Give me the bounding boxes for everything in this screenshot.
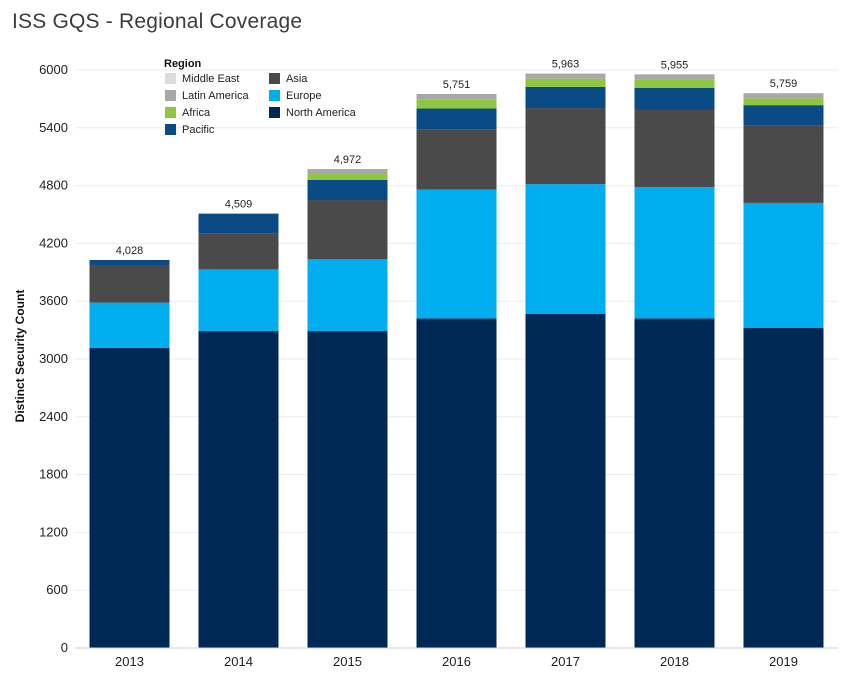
total-label-2014: 4,509 (225, 199, 253, 211)
bar-segment-asia-2016[interactable] (416, 129, 497, 190)
legend-label: Asia (286, 73, 308, 85)
bar-segment-north-america-2018[interactable] (634, 318, 715, 648)
legend-swatch (165, 107, 176, 118)
bar-segment-latin-america-2018[interactable] (634, 74, 715, 80)
bar-segment-north-america-2016[interactable] (416, 318, 497, 648)
x-tick-label-2018: 2018 (660, 654, 689, 669)
legend-label: Middle East (182, 73, 239, 85)
legend-label: Africa (182, 107, 211, 119)
legend-swatch (269, 90, 280, 101)
legend-item-north-america[interactable]: North America (269, 107, 357, 119)
x-tick-label-2019: 2019 (769, 654, 798, 669)
bar-segment-asia-2013[interactable] (89, 265, 170, 303)
x-tick-label-2017: 2017 (551, 654, 580, 669)
legend-swatch (165, 73, 176, 84)
legend-label: Pacific (182, 124, 215, 136)
bar-segment-europe-2014[interactable] (198, 269, 279, 332)
total-label-2018: 5,955 (661, 59, 689, 71)
legend-item-africa[interactable]: Africa (165, 107, 211, 119)
y-tick-label: 1800 (39, 467, 68, 482)
legend-swatch (269, 107, 280, 118)
y-tick-label: 2400 (39, 409, 68, 424)
legend-item-asia[interactable]: Asia (269, 73, 308, 85)
bar-segment-africa-2018[interactable] (634, 79, 715, 88)
y-tick-label: 600 (46, 582, 68, 597)
legend[interactable]: Region Middle East Asia Latin America Europe… (164, 58, 357, 136)
y-tick-label: 4800 (39, 178, 68, 193)
bar-segment-latin-america-2019[interactable] (743, 93, 824, 99)
bar-segment-africa-2015[interactable] (307, 174, 388, 180)
bar-segment-pacific-2013[interactable] (89, 259, 170, 266)
legend-label: Europe (286, 90, 321, 102)
legend-title: Region (164, 58, 202, 70)
bar-segment-north-america-2014[interactable] (198, 331, 279, 648)
bar-segment-pacific-2019[interactable] (743, 105, 824, 126)
x-tick-label-2014: 2014 (224, 654, 253, 669)
bar-segment-asia-2017[interactable] (525, 108, 606, 185)
bar-segment-north-america-2019[interactable] (743, 327, 824, 648)
bar-segment-pacific-2018[interactable] (634, 87, 715, 110)
bar-segment-asia-2014[interactable] (198, 233, 279, 270)
y-tick-label: 0 (61, 640, 68, 655)
bar-segment-latin-america-2015[interactable] (307, 169, 388, 175)
bar-segment-asia-2018[interactable] (634, 109, 715, 188)
legend-label: Latin America (182, 90, 250, 102)
bar-segment-europe-2013[interactable] (89, 302, 170, 348)
legend-item-pacific[interactable]: Pacific (165, 124, 215, 136)
legend-item-europe[interactable]: Europe (269, 90, 321, 102)
y-tick-label: 4200 (39, 235, 68, 250)
bar-segment-asia-2015[interactable] (307, 200, 388, 260)
y-axis-title: Distinct Security Count (13, 290, 27, 423)
bar-segment-europe-2018[interactable] (634, 187, 715, 319)
legend-label: North America (286, 107, 357, 119)
x-tick-label-2013: 2013 (115, 654, 144, 669)
y-tick-label: 6000 (39, 62, 68, 77)
y-tick-label: 3600 (39, 293, 68, 308)
legend-item-latin-america[interactable]: Latin America (165, 90, 250, 102)
bar-segment-north-america-2017[interactable] (525, 313, 606, 648)
bars-layer (89, 73, 824, 648)
y-tick-label: 3000 (39, 351, 68, 366)
legend-swatch (165, 124, 176, 135)
bar-segment-europe-2015[interactable] (307, 259, 388, 332)
bar-segment-africa-2016[interactable] (416, 99, 497, 109)
bar-segment-europe-2019[interactable] (743, 202, 824, 328)
y-axis: 0 600 1200 1800 2400 3000 3600 4200 4800 5400 6000 (39, 62, 68, 655)
chart-title: ISS GQS - Regional Coverage (12, 10, 303, 33)
bar-segment-pacific-2014[interactable] (198, 213, 279, 234)
bar-segment-europe-2017[interactable] (525, 184, 606, 314)
total-label-2017: 5,963 (552, 59, 580, 71)
bar-segment-latin-america-2017[interactable] (525, 73, 606, 79)
bar-segment-africa-2019[interactable] (743, 98, 824, 106)
bar-segment-pacific-2016[interactable] (416, 108, 497, 130)
x-tick-label-2015: 2015 (333, 654, 362, 669)
legend-swatch (269, 73, 280, 84)
bar-segment-north-america-2015[interactable] (307, 331, 388, 648)
legend-swatch (165, 90, 176, 101)
y-tick-label: 1200 (39, 524, 68, 539)
bar-segment-north-america-2013[interactable] (89, 347, 170, 648)
total-label-2019: 5,759 (770, 78, 798, 90)
bar-segment-pacific-2015[interactable] (307, 179, 388, 201)
bar-segment-africa-2017[interactable] (525, 78, 606, 87)
bar-segment-europe-2016[interactable] (416, 189, 497, 319)
total-labels: 4,028 4,509 4,972 5,751 5,963 5,955 5,759 (116, 59, 798, 257)
legend-item-middle-east[interactable]: Middle East (165, 73, 239, 85)
total-label-2013: 4,028 (116, 245, 144, 257)
y-tick-label: 5400 (39, 120, 68, 135)
bar-segment-latin-america-2016[interactable] (416, 93, 497, 100)
bar-segment-pacific-2017[interactable] (525, 86, 606, 109)
total-label-2015: 4,972 (334, 154, 362, 166)
x-tick-label-2016: 2016 (442, 654, 471, 669)
x-axis: 2013 2014 2015 2016 2017 2018 2019 (75, 647, 838, 669)
bar-segment-asia-2019[interactable] (743, 125, 824, 203)
total-label-2016: 5,751 (443, 79, 471, 91)
